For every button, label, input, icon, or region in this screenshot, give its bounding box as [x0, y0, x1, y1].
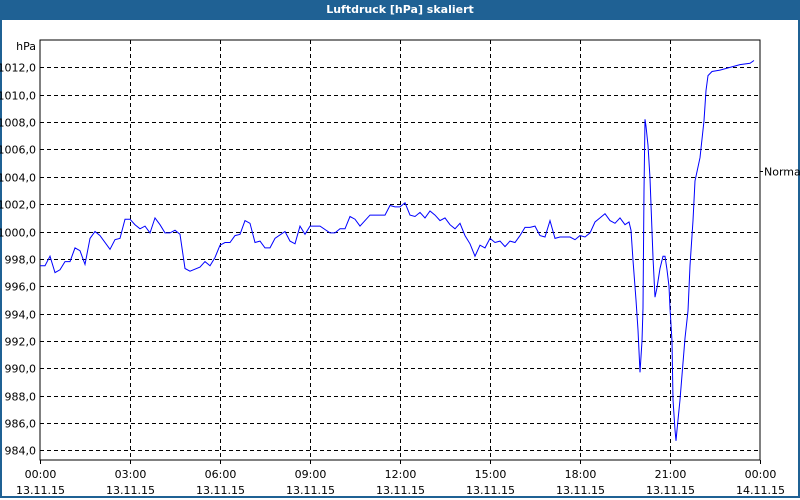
x-tick-time: 00:00 [745, 468, 777, 481]
x-tick-date: 13.11.15 [466, 484, 515, 497]
y-tick-label: 984,0 [5, 445, 37, 458]
y-tick-label: 1004,0 [0, 172, 36, 185]
y-tick-label: 996,0 [5, 281, 37, 294]
x-tick-date: 13.11.15 [106, 484, 155, 497]
y-tick-label: 990,0 [5, 363, 37, 376]
x-tick-date: 13.11.15 [196, 484, 245, 497]
x-tick-date: 13.11.15 [376, 484, 425, 497]
y-tick-label: 992,0 [5, 336, 37, 349]
normal-label: Normal [764, 166, 800, 179]
y-tick-label: 1008,0 [0, 117, 36, 130]
x-tick-time: 21:00 [655, 468, 687, 481]
x-tick-time: 00:00 [25, 468, 57, 481]
x-tick-time: 18:00 [565, 468, 597, 481]
x-tick-time: 09:00 [295, 468, 327, 481]
y-tick-label: 994,0 [5, 309, 37, 322]
x-tick-date: 13.11.15 [286, 484, 335, 497]
window-title: Luftdruck [hPa] skaliert [0, 0, 800, 20]
x-tick-date: 13.11.15 [556, 484, 605, 497]
y-tick-label: 1010,0 [0, 90, 36, 103]
x-tick-time: 03:00 [115, 468, 147, 481]
y-tick-label: 1002,0 [0, 199, 36, 212]
x-tick-date: 13.11.15 [16, 484, 65, 497]
x-tick-time: 12:00 [385, 468, 417, 481]
series-line [40, 60, 755, 441]
x-axis: 00:00 13.11.15 03:00 13.11.15 06:00 13.11.15 0… [16, 460, 785, 497]
y-axis-label: hPa [16, 40, 36, 53]
grid [40, 40, 760, 460]
y-axis: 984,0 986,0 988,0 990,0 992,0 994,0 996,0 998,0… [0, 62, 36, 458]
y-tick-label: 1006,0 [0, 144, 36, 157]
x-tick-date: 13.11.15 [646, 484, 695, 497]
x-tick-date: 14.11.15 [736, 484, 785, 497]
y-tick-label: 988,0 [5, 391, 37, 404]
y-tick-label: 1000,0 [0, 227, 36, 240]
y-tick-label: 1012,0 [0, 62, 36, 75]
x-tick-time: 15:00 [475, 468, 507, 481]
y-tick-label: 998,0 [5, 254, 37, 267]
normal-annotation: Normal [760, 166, 800, 179]
x-tick-time: 06:00 [205, 468, 237, 481]
y-tick-label: 986,0 [5, 418, 37, 431]
